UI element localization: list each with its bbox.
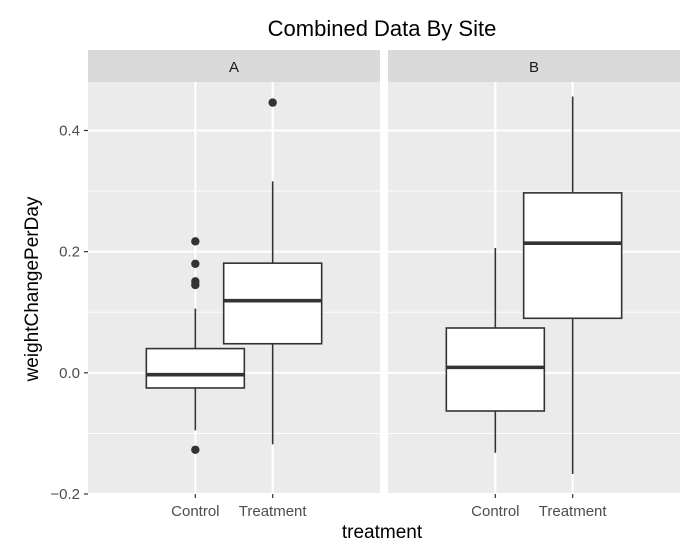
box-iqr <box>145 347 246 389</box>
outlier-point <box>191 259 200 268</box>
y-tick-label: 0.2 <box>59 244 80 261</box>
outlier-point <box>191 445 200 454</box>
x-tick-label: Treatment <box>539 503 608 520</box>
outlier-point <box>191 237 200 246</box>
y-tick-label: 0.4 <box>59 122 80 139</box>
outlier-point <box>191 280 200 290</box>
box-iqr <box>222 262 323 345</box>
y-tick-label: −0.2 <box>50 486 80 503</box>
facet-strip-label: B <box>529 59 539 76</box>
facet-strip-label: A <box>229 59 239 76</box>
x-axis-title: treatment <box>342 522 423 543</box>
x-tick-label: Control <box>471 503 519 520</box>
x-tick-label: Treatment <box>239 503 308 520</box>
y-tick-label: 0.0 <box>59 365 80 382</box>
x-tick-label: Control <box>171 503 219 520</box>
y-axis: −0.2 0.0 0.2 0.4 <box>50 122 88 503</box>
facet-panels: A Control Treatment B Control Treatment <box>88 50 680 520</box>
facet-strip <box>88 50 380 82</box>
box-control-a <box>145 237 246 454</box>
outlier-point <box>268 98 277 107</box>
y-axis-title: weightChangePerDay <box>22 196 43 382</box>
box-treatment-a <box>222 98 323 445</box>
box-control-b <box>445 248 546 453</box>
facet-strip <box>388 50 680 82</box>
box-iqr <box>522 192 623 320</box>
facet-panel-b: B Control Treatment <box>388 50 680 520</box>
chart-title: Combined Data By Site <box>268 16 497 41</box>
box-iqr <box>445 327 546 412</box>
facet-panel-a: A Control Treatment <box>88 50 380 520</box>
box-treatment-b <box>522 96 623 475</box>
